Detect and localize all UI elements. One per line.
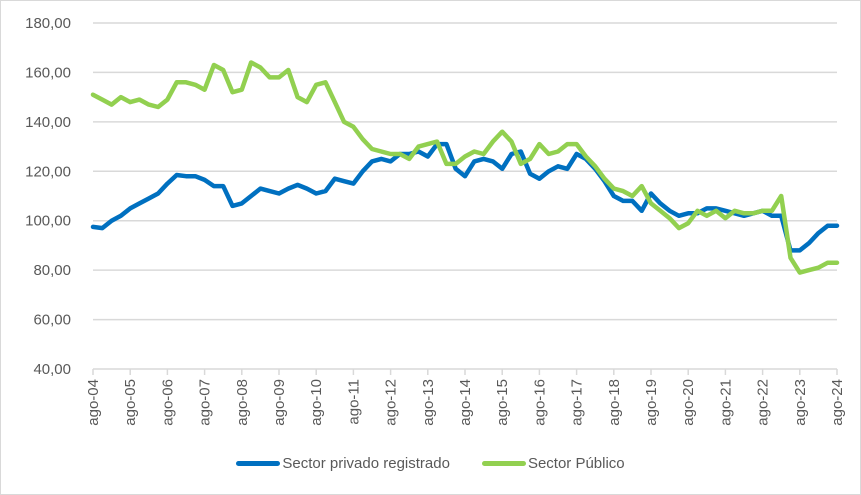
gridlines [93,22,837,370]
y-tick-label: 140,00 [25,114,71,131]
y-tick-label: 100,00 [25,213,71,230]
x-tick-label: ago-24 [829,379,846,426]
x-tick-label: ago-20 [680,379,697,426]
x-tick-label: ago-15 [494,379,511,426]
y-tick-label: 40,00 [33,361,71,378]
y-tick-label: 120,00 [25,163,71,180]
x-tick-label: ago-04 [85,379,102,426]
legend-label-privado: Sector privado registrado [282,455,450,472]
y-tick-label: 180,00 [25,15,71,32]
y-axis: 40,00 60,00 80,00 100,00 120,00 140,00 160,00 1… [25,15,71,378]
x-axis: ago-04 ago-05 ago-06 ago-07 ago-08 ago-09 ago-… [85,369,846,426]
x-tick-label: ago-12 [383,379,400,426]
x-tick-label: ago-18 [606,379,623,426]
x-tick-label: ago-14 [457,379,474,426]
legend: Sector privado registrado Sector Público [0,455,861,472]
x-tick-label: ago-13 [420,379,437,426]
x-tick-label: ago-11 [345,379,362,425]
series-lines [90,60,840,275]
legend-item-privado: Sector privado registrado [236,455,450,472]
y-tick-label: 80,00 [33,262,71,279]
x-tick-label: ago-07 [197,379,214,426]
legend-label-publico: Sector Público [527,455,625,472]
x-tick-label: ago-05 [122,379,139,426]
x-tick-label: ago-19 [643,379,660,426]
legend-item-publico: Sector Público [481,455,625,472]
x-tick-label: ago-21 [717,379,734,426]
series-line-privado [90,141,840,253]
y-tick-label: 160,00 [25,64,71,81]
x-tick-label: ago-17 [569,379,586,426]
x-tick-label: ago-23 [792,379,809,426]
x-tick-label: ago-09 [271,379,288,426]
x-tick-label: ago-22 [755,379,772,426]
x-tick-label: ago-06 [159,379,176,426]
x-tick-label: ago-08 [234,379,251,426]
series-line-publico [90,60,840,275]
legend-swatch-privado [236,461,281,466]
legend-swatch-publico [481,461,526,466]
x-tick-label: ago-16 [531,379,548,426]
y-tick-label: 60,00 [33,312,71,329]
x-tick-label: ago-10 [308,379,325,426]
